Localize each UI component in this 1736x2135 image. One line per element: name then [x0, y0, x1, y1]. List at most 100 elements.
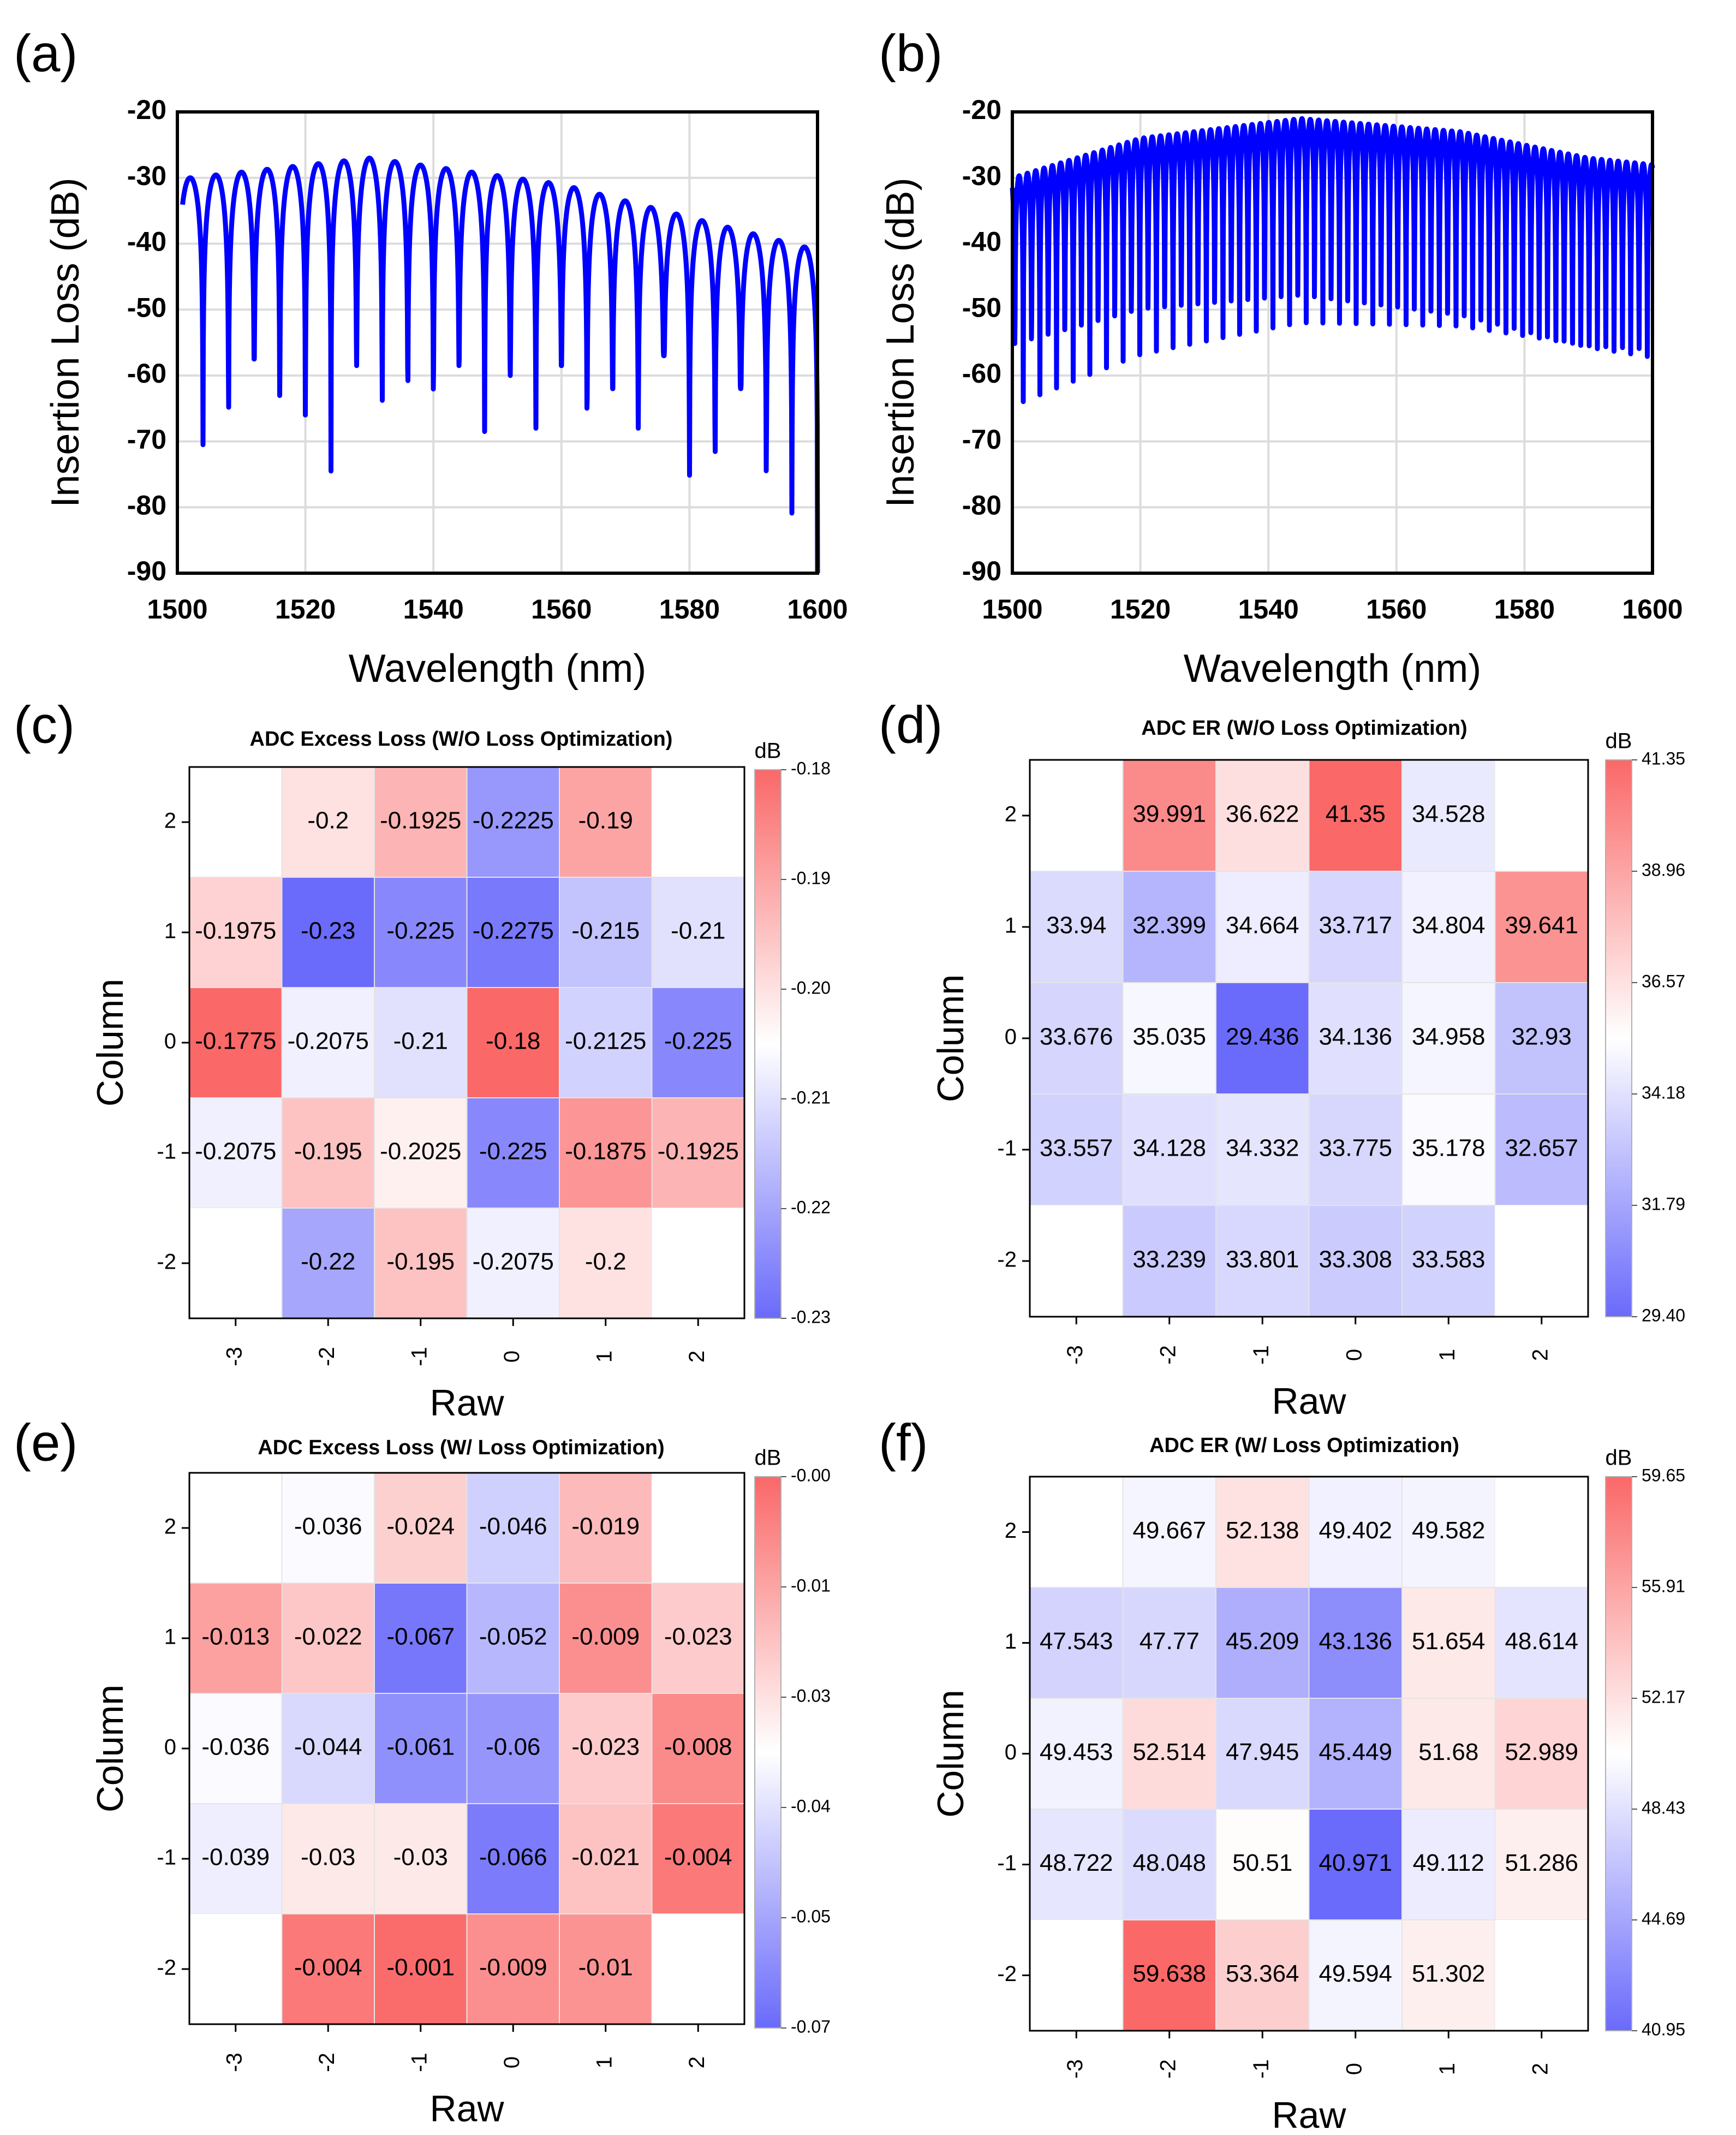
heatmap-cell	[651, 987, 745, 1098]
cell-value-label: -0.019	[571, 1513, 640, 1540]
cell-value-label: -0.046	[479, 1513, 547, 1540]
y-tick-label: -2	[157, 1956, 176, 1980]
y-tick-label: -90	[962, 556, 1001, 586]
chart-f: (f) ADC ER (W/ Loss Optimization) 49.667 52…	[879, 1413, 1685, 2135]
panel-label: (f)	[879, 1413, 928, 1472]
y-tick-label: 0	[164, 1735, 176, 1759]
heatmap-cell	[559, 1097, 653, 1209]
y-tick-label: -70	[962, 424, 1001, 455]
heatmap-cell	[559, 877, 653, 988]
x-tick-label: -3	[222, 2053, 246, 2072]
chart-title: ADC Excess Loss (W/O Loss Optimization)	[250, 728, 673, 751]
cell-value-label: -0.2	[307, 807, 349, 834]
colorbar-unit: dB	[755, 739, 782, 763]
heatmap-cell	[652, 1914, 744, 2024]
x-tick-label: 1540	[403, 594, 464, 625]
cell-value-label: 49.453	[1040, 1739, 1113, 1765]
cell-value-label: 49.402	[1319, 1517, 1392, 1544]
cell-value-label: -0.024	[386, 1513, 455, 1540]
colorbar-tick-label: 40.95	[1642, 2019, 1685, 2039]
cell-value-label: 39.991	[1132, 801, 1206, 828]
cell-value-label: -0.01	[578, 1954, 633, 1981]
cell-value-label: 45.449	[1319, 1739, 1392, 1765]
heatmap-cell	[1308, 982, 1403, 1095]
cell-value-label: 29.436	[1226, 1024, 1299, 1050]
cell-value-label: 34.958	[1412, 1024, 1486, 1050]
cell-value-label: -0.004	[664, 1844, 732, 1871]
cell-value-label: 33.717	[1319, 912, 1392, 939]
cell-value-label: 36.622	[1226, 801, 1299, 828]
heatmap-cell	[1401, 1919, 1496, 2031]
cell-value-label: 35.035	[1132, 1024, 1206, 1050]
x-tick-label: 1	[1435, 2063, 1459, 2075]
heatmap-cell	[1029, 1587, 1124, 1699]
colorbar-tick-label: -0.22	[791, 1197, 831, 1217]
cell-value-label: -0.036	[201, 1734, 270, 1761]
heatmap-cell	[559, 1472, 653, 1584]
cell-value-label: -0.039	[201, 1844, 270, 1871]
heatmap-cell	[559, 1208, 653, 1319]
heatmap-cell	[281, 1913, 375, 2025]
heatmap-cell	[281, 877, 375, 988]
heatmap-cell	[281, 1097, 375, 1209]
y-tick-label: 1	[1005, 1630, 1017, 1654]
chart-c: (c) ADC Excess Loss (W/O Loss Optimizatio…	[14, 695, 831, 1424]
heatmap-cell	[1401, 871, 1496, 983]
y-tick-label: -1	[157, 1140, 176, 1164]
heatmap-cell	[1401, 1476, 1496, 1588]
cell-value-label: 48.722	[1040, 1849, 1113, 1876]
x-tick-label: 0	[500, 1351, 524, 1363]
heatmap-cell	[1122, 1093, 1216, 1206]
heatmap-cell	[1122, 1809, 1216, 1920]
cell-value-label: 49.667	[1132, 1517, 1206, 1544]
y-tick-label: 0	[164, 1030, 176, 1054]
colorbar-tick-label: 41.35	[1642, 748, 1685, 768]
heatmap-cell	[1122, 1476, 1216, 1588]
y-tick-label: 1	[164, 1625, 176, 1649]
cell-value-label: 34.804	[1412, 912, 1486, 939]
y-tick-label: 2	[164, 1515, 176, 1539]
cell-value-label: -0.03	[301, 1844, 355, 1871]
x-tick-label: 1560	[531, 594, 592, 625]
heatmap-cell	[1494, 1698, 1589, 1810]
heatmap-cell	[1215, 1205, 1310, 1317]
cell-value-label: 59.638	[1132, 1960, 1206, 1987]
y-axis-label: Insertion Loss (dB)	[879, 177, 922, 507]
heatmap-cell	[1308, 1476, 1403, 1588]
heatmap-cell	[1029, 982, 1124, 1095]
colorbar-tick-label: 36.57	[1642, 971, 1685, 991]
x-tick-label: -2	[1156, 1345, 1180, 1365]
heatmap-cell	[374, 1472, 468, 1584]
colorbar-tick-label: 38.96	[1642, 860, 1685, 879]
heatmap-cell	[1495, 1205, 1588, 1317]
heatmap-cell	[189, 877, 283, 988]
series-line	[180, 156, 820, 574]
colorbar-tick-label: -0.20	[791, 978, 831, 997]
heatmap-cell	[651, 1583, 745, 1694]
colorbar-tick-label: 29.40	[1642, 1305, 1685, 1325]
cell-value-label: 32.657	[1505, 1135, 1578, 1162]
x-tick-label: 1	[1435, 1349, 1459, 1361]
colorbar-tick-label: 52.17	[1642, 1687, 1685, 1706]
x-tick-label: -2	[315, 1347, 339, 1366]
heatmap-cell	[1215, 982, 1310, 1095]
heatmap-cell	[1495, 1477, 1588, 1587]
y-tick-label: -90	[127, 556, 166, 586]
heatmap-cell	[281, 1693, 375, 1804]
heatmap-cell	[1215, 1809, 1310, 1920]
heatmap-cell	[1215, 1093, 1310, 1206]
cell-value-label: -0.18	[486, 1028, 540, 1055]
y-tick-label: -60	[962, 358, 1001, 389]
x-tick-label: 1540	[1238, 594, 1299, 625]
y-tick-label: -20	[962, 94, 1001, 125]
cell-value-label: 52.138	[1226, 1517, 1299, 1544]
y-tick-label: -30	[962, 160, 1001, 191]
colorbar-unit: dB	[755, 1446, 782, 1470]
cell-value-label: 47.543	[1040, 1628, 1113, 1655]
y-tick-label: -1	[997, 1851, 1017, 1875]
cell-value-label: -0.06	[486, 1734, 540, 1761]
colorbar-tick-label: -0.03	[791, 1686, 831, 1705]
cell-value-label: -0.061	[386, 1734, 455, 1761]
x-tick-label: 1500	[147, 594, 207, 625]
cell-value-label: -0.2125	[565, 1028, 646, 1055]
